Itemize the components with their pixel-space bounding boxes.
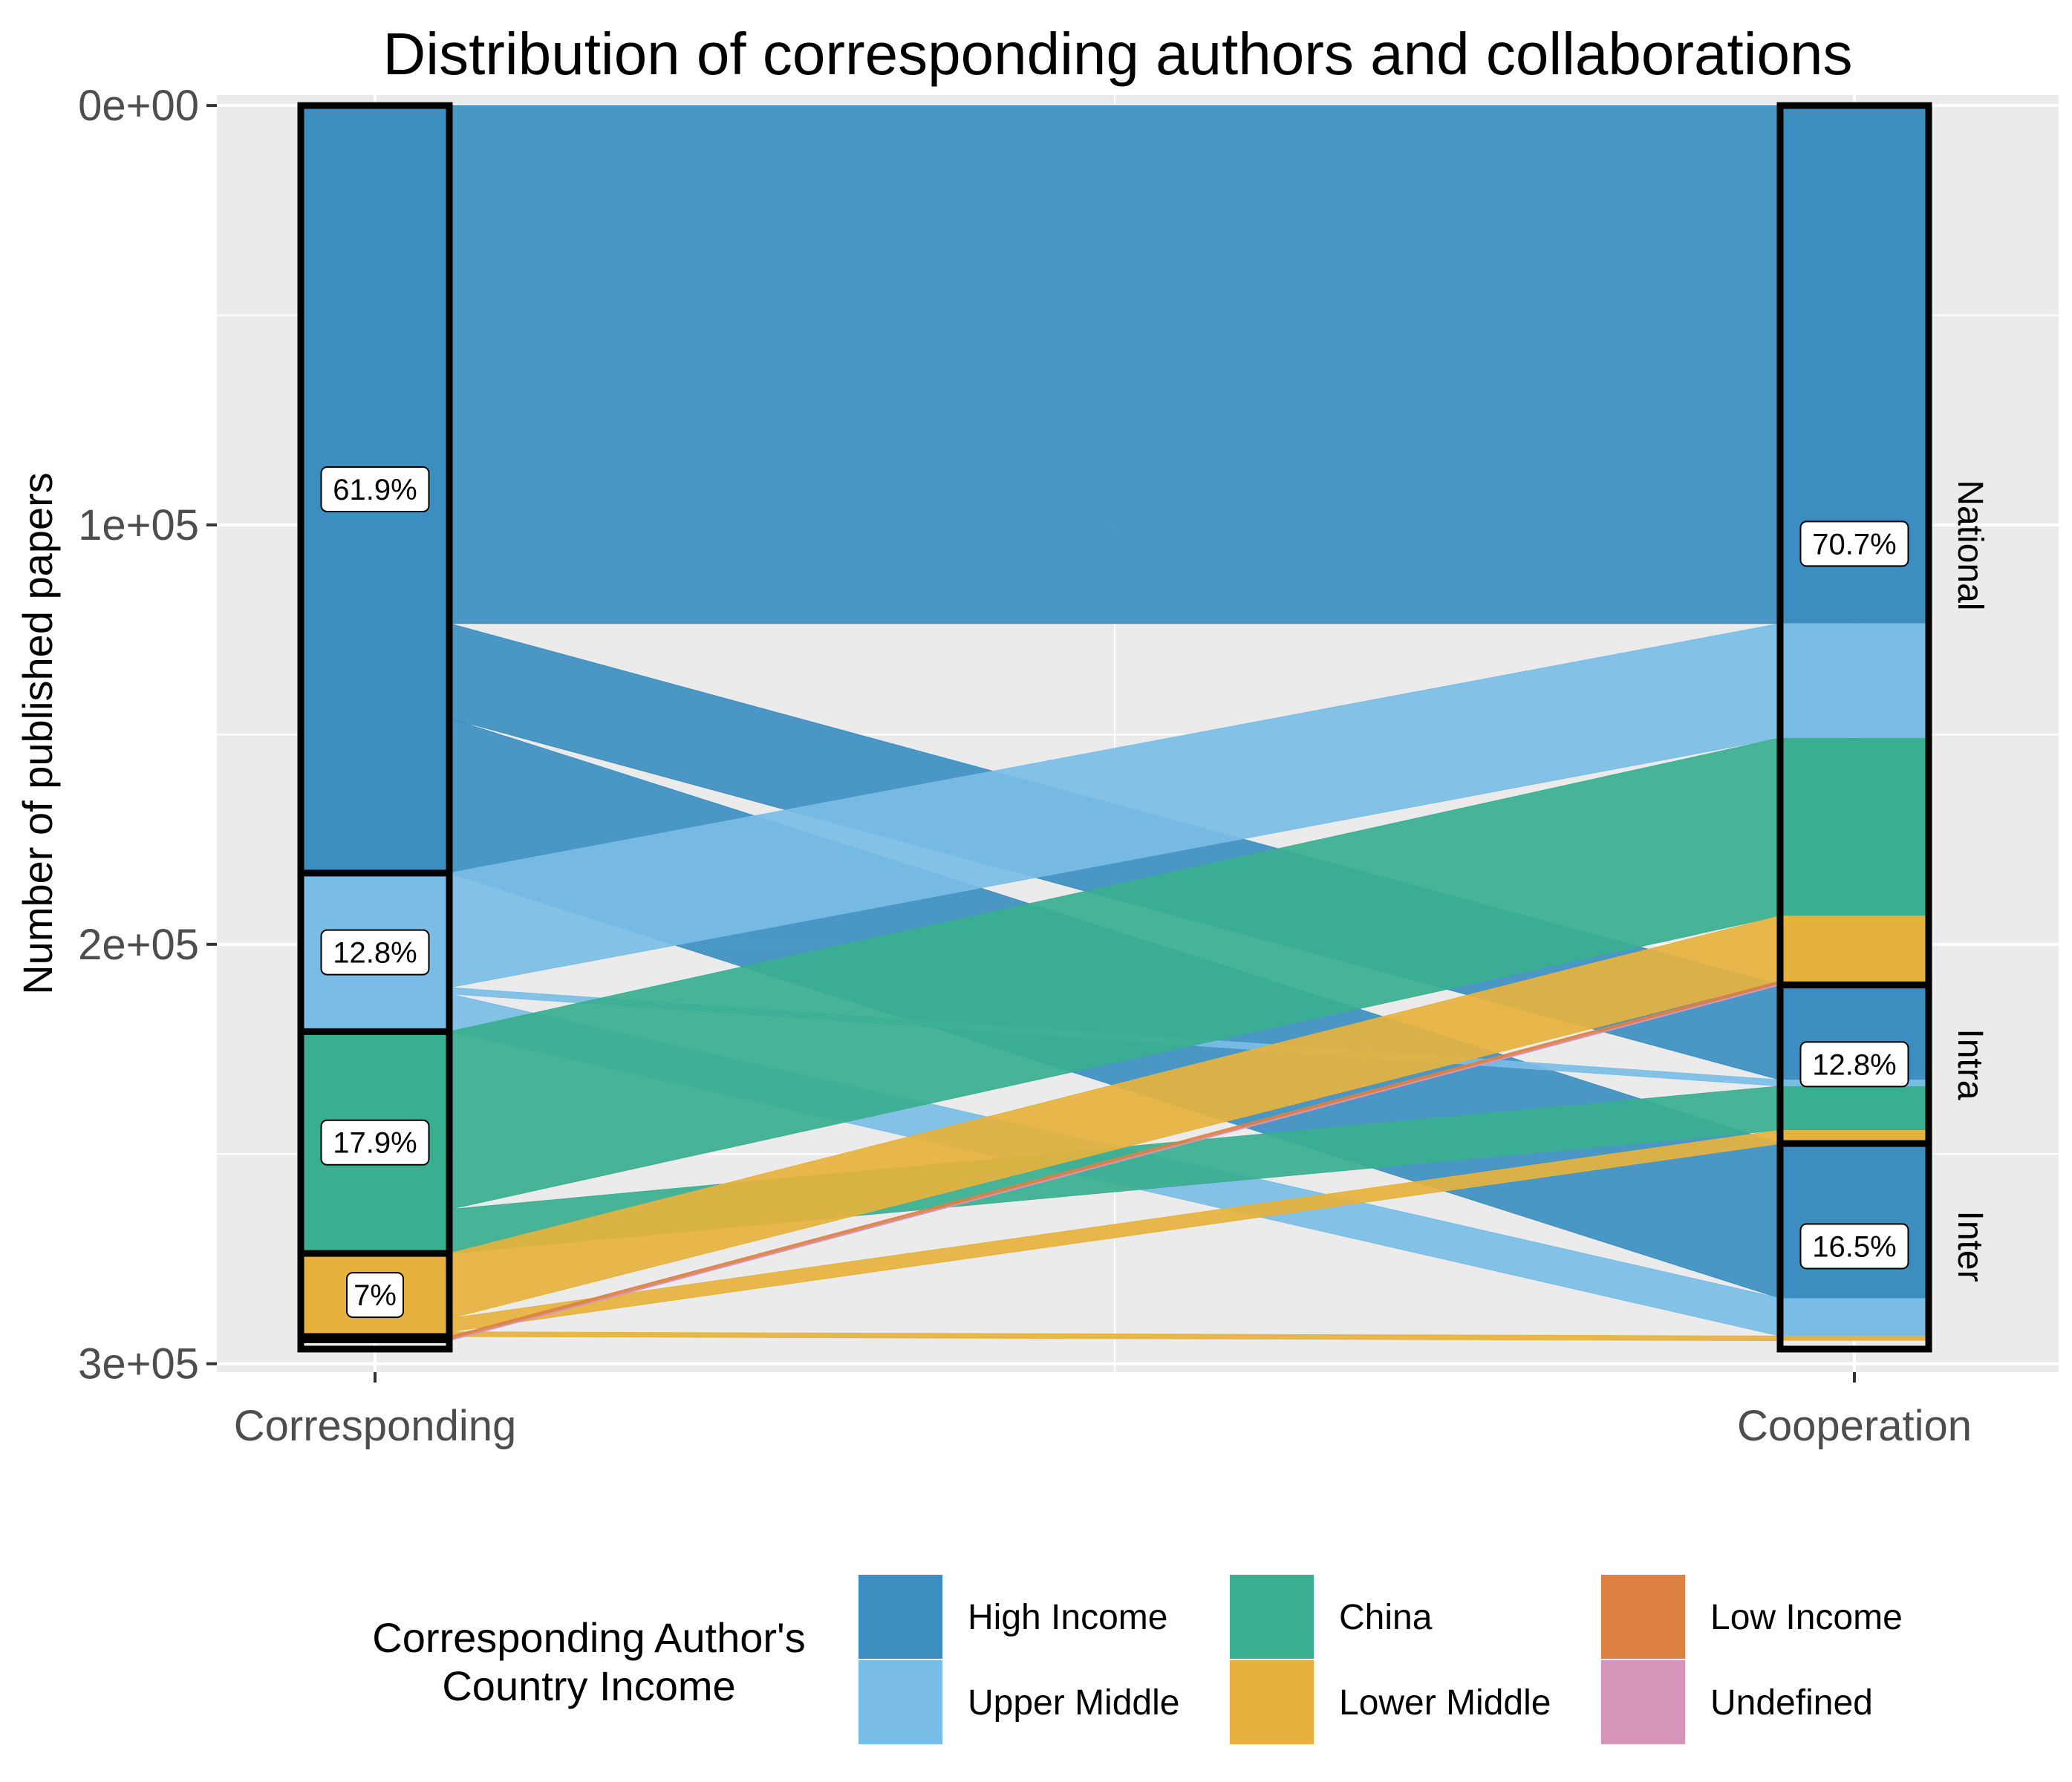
legend-swatch xyxy=(1230,1660,1314,1744)
cooperation-strip-labels: National Intra Inter xyxy=(1950,480,1990,1282)
label-text: 12.8% xyxy=(333,937,417,970)
cooperation-stratum-fill xyxy=(1780,1336,1929,1341)
label-text: 17.9% xyxy=(333,1127,417,1160)
x-axis: Corresponding Cooperation xyxy=(234,1372,1972,1450)
y-tick-label: 0e+00 xyxy=(78,82,199,130)
y-tick-label: 2e+05 xyxy=(78,921,199,969)
corresponding-axis-outline xyxy=(297,102,453,1353)
stratum-percent-label: 61.9% xyxy=(320,466,430,512)
legend-label: Undefined xyxy=(1710,1683,1873,1723)
stratum-percent-label: 7% xyxy=(346,1272,404,1319)
legend-swatch xyxy=(1601,1575,1685,1659)
cooperation-type-label: Inter xyxy=(1950,1211,1990,1282)
legend-entry: High Income xyxy=(858,1574,1167,1659)
cooperation-axis-outline xyxy=(1776,102,1932,1353)
x-tick-label: Corresponding xyxy=(234,1402,516,1450)
legend-swatch xyxy=(859,1660,942,1744)
cooperation-stratum-fill xyxy=(1780,1143,1929,1299)
y-axis-title: Number of published papers xyxy=(14,472,61,995)
stratum-percent-label: 16.5% xyxy=(1799,1223,1909,1270)
y-axis: 0e+00 1e+05 2e+05 3e+05 xyxy=(78,82,217,1388)
cooperation-stratum-fill xyxy=(1780,737,1929,916)
label-box xyxy=(346,1272,404,1319)
chart-title: Distribution of corresponding authors an… xyxy=(383,21,1853,87)
cooperation-stratum-fill xyxy=(1780,1086,1929,1131)
label-box xyxy=(320,1119,430,1166)
legend-swatch xyxy=(859,1575,942,1659)
stratum-percent-label: 17.9% xyxy=(320,1119,430,1166)
stratum-percent-label: 12.8% xyxy=(320,929,430,976)
label-text: 16.5% xyxy=(1812,1231,1896,1264)
cooperation-stratum-fill xyxy=(1780,916,1929,981)
label-text: 7% xyxy=(354,1279,397,1312)
label-box xyxy=(1799,1041,1909,1088)
legend-swatch xyxy=(1601,1660,1685,1744)
x-tick-label: Cooperation xyxy=(1737,1402,1972,1450)
cooperation-type-label: National xyxy=(1950,480,1990,610)
legend-entry: Lower Middle xyxy=(1229,1659,1551,1745)
legend-label: Lower Middle xyxy=(1339,1683,1551,1723)
legend-label: Upper Middle xyxy=(968,1683,1179,1723)
label-text: 61.9% xyxy=(333,474,417,506)
label-box xyxy=(320,466,430,512)
legend-entry: Undefined xyxy=(1600,1659,1873,1745)
stratum-percent-label: 12.8% xyxy=(1799,1041,1909,1088)
cooperation-stratum-fill xyxy=(1780,1298,1929,1336)
label-text: 70.7% xyxy=(1812,528,1896,561)
legend-entry: Upper Middle xyxy=(858,1659,1179,1745)
y-tick-label: 1e+05 xyxy=(78,501,199,549)
flow-ribbon xyxy=(449,105,1781,624)
legend-swatch xyxy=(1230,1575,1314,1659)
legend-title-line: Country Income xyxy=(442,1662,735,1709)
cooperation-type-label: Intra xyxy=(1950,1028,1990,1100)
legend-label: Low Income xyxy=(1710,1598,1903,1637)
label-box xyxy=(1799,1223,1909,1270)
label-text: 12.8% xyxy=(1812,1048,1896,1081)
y-tick-label: 3e+05 xyxy=(78,1340,199,1388)
flow-ribbons xyxy=(449,105,1781,1342)
cooperation-stratum-fill xyxy=(1780,1130,1929,1144)
strata-labels: 61.9% 12.8% 17.9% 7% 70.7% 12.8% 16.5% xyxy=(320,466,1909,1319)
cooperation-stratum-fill xyxy=(1780,623,1929,738)
legend-label: High Income xyxy=(968,1598,1167,1637)
label-box xyxy=(1799,520,1909,567)
legend-title-line: Corresponding Author's xyxy=(372,1614,806,1661)
label-box xyxy=(320,929,430,976)
legend-entry: China xyxy=(1229,1574,1433,1659)
legend-label: China xyxy=(1339,1598,1433,1637)
legend-entry: Low Income xyxy=(1600,1574,1903,1659)
stratum-percent-label: 70.7% xyxy=(1799,520,1909,567)
